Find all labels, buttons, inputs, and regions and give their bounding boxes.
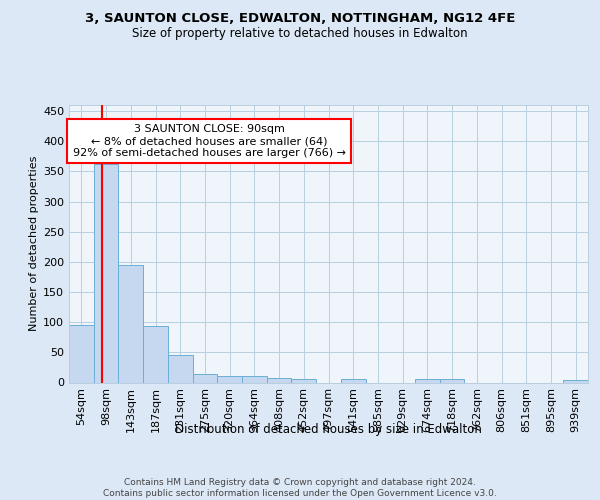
Text: 3 SAUNTON CLOSE: 90sqm  
← 8% of detached houses are smaller (64)
92% of semi-de: 3 SAUNTON CLOSE: 90sqm ← 8% of detached … <box>73 124 346 158</box>
Bar <box>292 380 316 382</box>
Bar <box>440 380 464 382</box>
Bar <box>341 380 365 382</box>
Bar <box>563 380 588 382</box>
Bar <box>193 374 217 382</box>
Text: Size of property relative to detached houses in Edwalton: Size of property relative to detached ho… <box>132 28 468 40</box>
Bar <box>415 380 440 382</box>
Bar <box>118 266 143 382</box>
Bar <box>267 378 292 382</box>
Bar <box>69 324 94 382</box>
Text: 3, SAUNTON CLOSE, EDWALTON, NOTTINGHAM, NG12 4FE: 3, SAUNTON CLOSE, EDWALTON, NOTTINGHAM, … <box>85 12 515 26</box>
Bar <box>217 376 242 382</box>
Y-axis label: Number of detached properties: Number of detached properties <box>29 156 39 332</box>
Bar <box>143 326 168 382</box>
Bar <box>168 356 193 382</box>
Bar <box>242 376 267 382</box>
Bar <box>94 164 118 382</box>
Text: Distribution of detached houses by size in Edwalton: Distribution of detached houses by size … <box>175 422 482 436</box>
Text: Contains HM Land Registry data © Crown copyright and database right 2024.
Contai: Contains HM Land Registry data © Crown c… <box>103 478 497 498</box>
